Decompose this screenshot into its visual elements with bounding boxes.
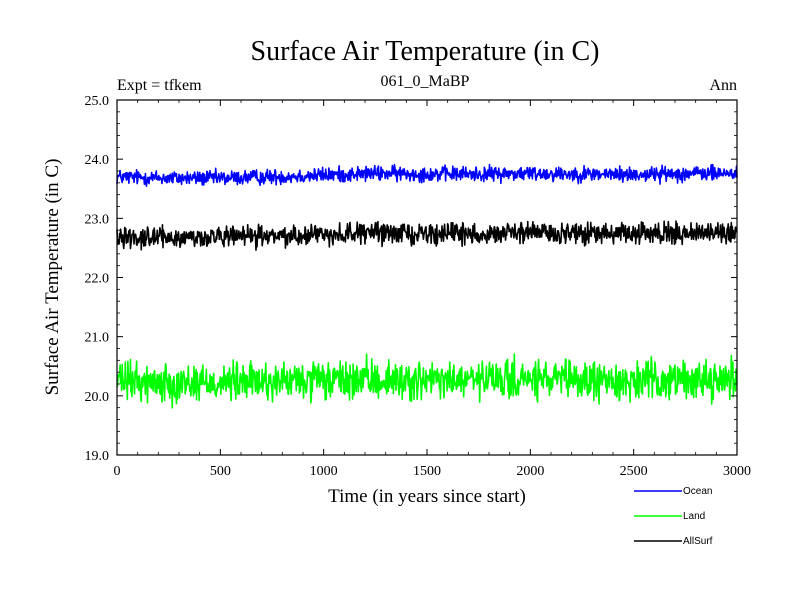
x-tick-label: 500 [210, 464, 231, 479]
y-tick-label: 24.0 [85, 153, 110, 168]
plot-area [116, 163, 738, 409]
y-tick-label: 25.0 [85, 94, 110, 109]
series-line-allsurf [116, 220, 738, 251]
y-tick-label: 20.0 [85, 390, 110, 405]
legend-label-land: Land [683, 511, 705, 522]
chart-title: Surface Air Temperature (in C) [251, 36, 600, 67]
x-tick-label: 2500 [620, 464, 648, 479]
legend: Ocean Land AllSurf [634, 486, 713, 547]
period-label: Ann [709, 77, 737, 94]
plot-frame [116, 99, 738, 456]
x-tick-label: 1500 [413, 464, 441, 479]
x-axis-label: Time (in years since start) [328, 486, 526, 507]
y-axis-label: Surface Air Temperature (in C) [42, 159, 63, 396]
series-line-land [116, 353, 738, 409]
x-tick-label: 1000 [310, 464, 338, 479]
legend-label-ocean: Ocean [683, 486, 712, 497]
series-line-ocean [116, 163, 738, 187]
y-tick-label: 23.0 [85, 212, 110, 227]
y-tick-label: 19.0 [85, 449, 110, 464]
x-tick-label: 2000 [516, 464, 544, 479]
y-tick-label: 21.0 [85, 331, 110, 346]
chart-subtitle: 061_0_MaBP [381, 73, 470, 90]
legend-label-allsurf: AllSurf [683, 536, 713, 547]
experiment-label: Expt = tfkem [117, 77, 202, 94]
x-tick-label: 3000 [723, 464, 751, 479]
axes: 0 500 1000 1500 2000 2500 3000 19.0 20.0 21.0 22.0… [85, 94, 752, 479]
x-tick-label: 0 [114, 464, 121, 479]
y-tick-label: 22.0 [85, 272, 110, 287]
